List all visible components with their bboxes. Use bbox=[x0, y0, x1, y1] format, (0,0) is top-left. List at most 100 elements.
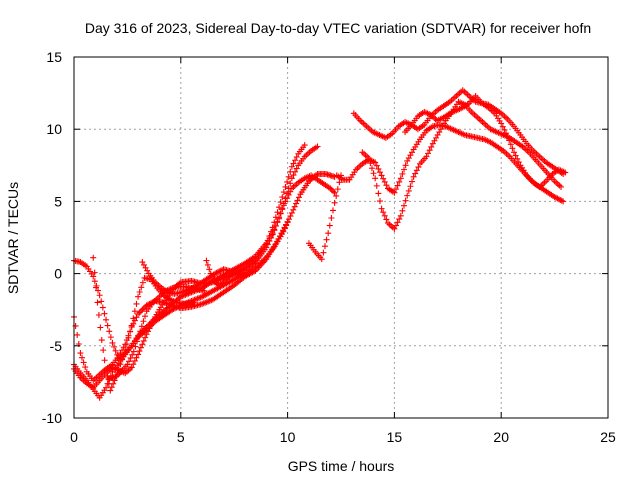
data-point bbox=[318, 256, 325, 263]
y-tick-label: 10 bbox=[46, 121, 62, 137]
data-point bbox=[277, 210, 284, 217]
data-point bbox=[133, 300, 140, 307]
data-point bbox=[112, 347, 119, 354]
data-point bbox=[132, 343, 139, 350]
data-point bbox=[551, 194, 558, 201]
data-point bbox=[145, 328, 152, 335]
data-point bbox=[129, 351, 136, 358]
data-point bbox=[376, 198, 383, 205]
data-point bbox=[407, 183, 414, 190]
x-tick-label: 0 bbox=[70, 429, 78, 445]
data-point bbox=[136, 309, 143, 316]
data-point bbox=[558, 183, 565, 190]
data-point bbox=[507, 141, 514, 148]
data-point bbox=[504, 133, 511, 140]
data-point bbox=[292, 157, 299, 164]
data-point bbox=[293, 165, 300, 172]
data-point bbox=[266, 233, 273, 240]
data-point bbox=[126, 358, 133, 365]
data-point bbox=[334, 186, 341, 193]
data-point bbox=[150, 316, 157, 323]
series-track-13 bbox=[402, 92, 569, 190]
data-point bbox=[206, 266, 213, 273]
data-point bbox=[509, 145, 516, 152]
data-point bbox=[139, 279, 146, 286]
data-point bbox=[130, 348, 137, 355]
data-point bbox=[280, 202, 287, 209]
data-point bbox=[135, 311, 142, 318]
data-point bbox=[284, 195, 291, 202]
data-point bbox=[209, 273, 216, 280]
data-point bbox=[204, 261, 211, 268]
y-tick-label: -5 bbox=[50, 338, 63, 354]
data-point bbox=[326, 222, 333, 229]
data-point bbox=[499, 123, 506, 130]
data-point bbox=[103, 367, 110, 374]
data-point bbox=[380, 175, 387, 182]
data-point bbox=[402, 197, 409, 204]
data-point bbox=[397, 175, 404, 182]
data-point bbox=[113, 373, 120, 380]
data-point bbox=[397, 212, 404, 219]
data-point bbox=[413, 167, 420, 174]
data-point bbox=[501, 126, 508, 133]
data-point bbox=[116, 370, 123, 377]
data-point bbox=[107, 387, 114, 394]
data-point bbox=[373, 182, 380, 189]
data-point bbox=[125, 334, 132, 341]
data-point bbox=[108, 384, 115, 391]
data-point bbox=[139, 341, 146, 348]
data-point bbox=[138, 323, 145, 330]
data-point bbox=[120, 351, 127, 358]
data-point bbox=[213, 269, 220, 276]
data-point bbox=[498, 120, 505, 127]
data-point bbox=[146, 325, 153, 332]
data-point bbox=[562, 169, 569, 176]
data-point bbox=[128, 364, 135, 371]
data-point bbox=[80, 359, 87, 366]
data-point bbox=[74, 331, 81, 338]
data-point bbox=[127, 355, 134, 362]
data-point bbox=[285, 173, 292, 180]
data-point bbox=[314, 143, 321, 150]
data-point bbox=[428, 143, 435, 150]
grid-lines bbox=[74, 57, 608, 418]
data-point bbox=[98, 337, 105, 344]
data-point bbox=[287, 188, 294, 195]
data-point bbox=[90, 254, 97, 261]
x-tick-label: 5 bbox=[177, 429, 185, 445]
data-point bbox=[321, 243, 328, 250]
data-point bbox=[136, 289, 143, 296]
data-point bbox=[560, 198, 567, 205]
data-point bbox=[91, 269, 98, 276]
data-point bbox=[117, 361, 124, 368]
data-point bbox=[287, 180, 294, 187]
data-point bbox=[323, 236, 330, 243]
data-point bbox=[396, 178, 403, 185]
data-point bbox=[365, 155, 372, 162]
data-point bbox=[131, 308, 138, 315]
data-point bbox=[279, 206, 286, 213]
data-point bbox=[291, 203, 298, 210]
chart-title: Day 316 of 2023, Sidereal Day-to-day VTE… bbox=[85, 20, 591, 36]
y-tick-label: 5 bbox=[54, 193, 62, 209]
data-point bbox=[393, 222, 400, 229]
data-point bbox=[409, 178, 416, 185]
data-point bbox=[280, 189, 287, 196]
data-point bbox=[94, 299, 101, 306]
y-tick-label: 15 bbox=[46, 49, 62, 65]
data-point bbox=[373, 162, 380, 169]
data-point bbox=[149, 319, 156, 326]
data-point bbox=[189, 285, 196, 292]
data-point bbox=[140, 305, 147, 312]
data-point bbox=[137, 328, 144, 335]
data-point bbox=[223, 276, 230, 283]
y-tick-label: -10 bbox=[42, 410, 62, 426]
data-point bbox=[329, 207, 336, 214]
data-point bbox=[95, 287, 102, 294]
data-point bbox=[137, 344, 144, 351]
data-point bbox=[555, 196, 562, 203]
plot-frame bbox=[73, 56, 609, 419]
